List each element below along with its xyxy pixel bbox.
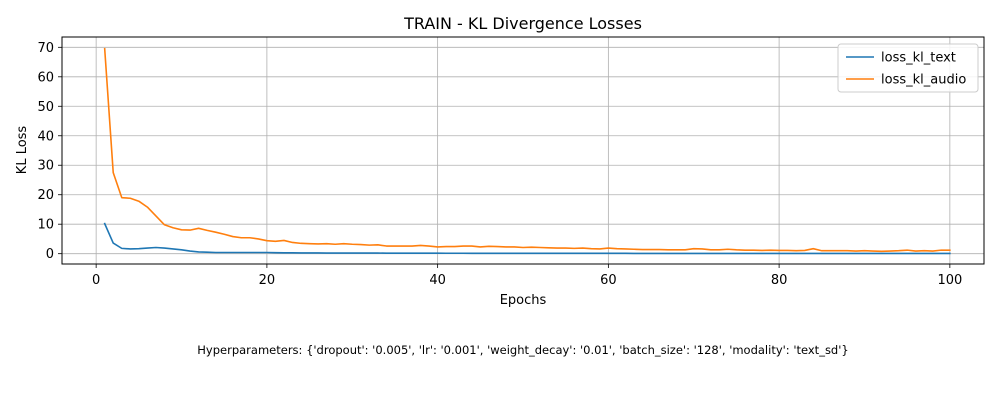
y-tick-label: 10 <box>37 218 54 233</box>
y-tick-label: 60 <box>37 70 54 85</box>
y-tick-label: 40 <box>37 129 54 144</box>
y-tick-label: 70 <box>37 41 54 56</box>
x-axis-label: Epochs <box>500 293 547 308</box>
legend-label-loss-kl-text: loss_kl_text <box>881 51 956 66</box>
series-line-loss-kl-audio <box>103 47 951 253</box>
legend-box <box>837 43 979 93</box>
y-tick-label: 30 <box>37 159 54 174</box>
x-tick-label: 0 <box>92 273 100 288</box>
plot-frame <box>61 36 985 265</box>
series-line-loss-kl-text <box>103 222 951 255</box>
x-tick-label: 40 <box>429 273 446 288</box>
legend-label-loss-kl-audio: loss_kl_audio <box>881 73 966 88</box>
chart-title: TRAIN - KL Divergence Losses <box>403 14 642 33</box>
y-axis-label: KL Loss <box>15 126 30 175</box>
y-tick-label: 20 <box>37 188 54 203</box>
x-tick-label: 80 <box>771 273 788 288</box>
hyperparameters-caption: Hyperparameters: {'dropout': '0.005', 'l… <box>197 343 848 357</box>
y-tick-label: 50 <box>37 100 54 115</box>
axis-ticks: 0 20 40 60 80 100 0 10 20 30 40 50 60 70 <box>37 41 962 288</box>
y-tick-label: 0 <box>46 247 54 262</box>
x-tick-label: 20 <box>259 273 276 288</box>
x-tick-label: 60 <box>600 273 617 288</box>
x-tick-label: 100 <box>937 273 962 288</box>
legend: loss_kl_text loss_kl_audio <box>837 43 979 93</box>
series-lines <box>103 47 951 255</box>
